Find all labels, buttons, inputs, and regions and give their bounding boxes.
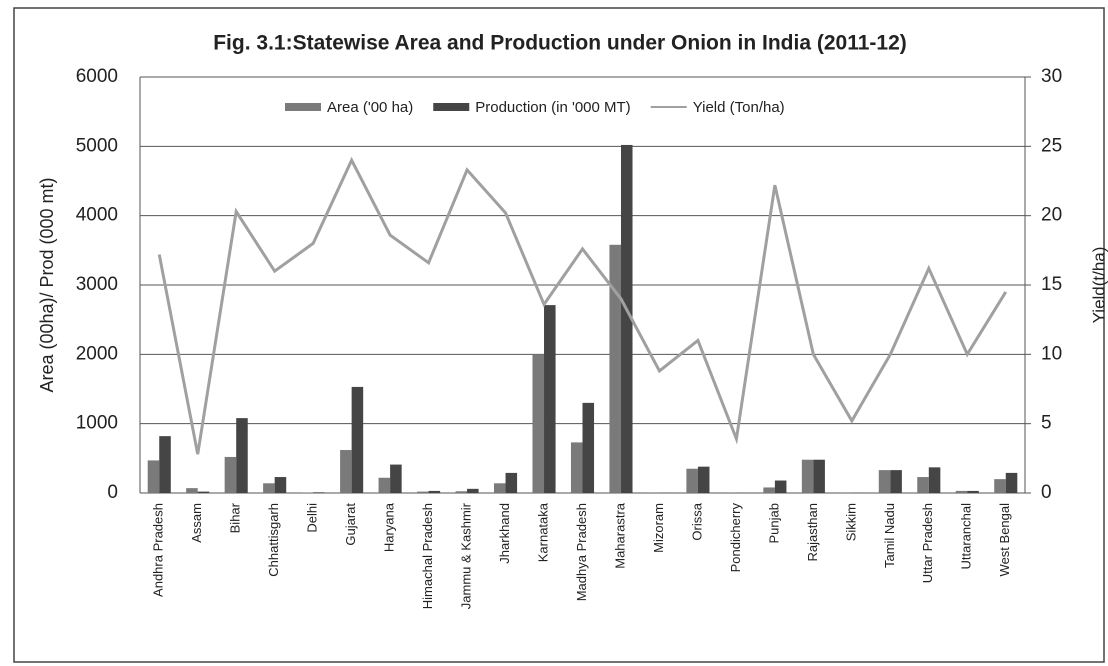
bar bbox=[417, 491, 429, 493]
bar bbox=[928, 467, 941, 493]
bar bbox=[274, 477, 287, 493]
bar bbox=[159, 436, 171, 493]
x-tick-label: Sikkim bbox=[843, 503, 858, 541]
bar bbox=[878, 470, 891, 493]
bar bbox=[340, 450, 352, 493]
y2-tick-label: 10 bbox=[1041, 343, 1062, 364]
x-tick-label: Mizoram bbox=[651, 503, 666, 553]
y2-tick-label: 15 bbox=[1041, 274, 1062, 295]
x-tick-label: Pondicherry bbox=[728, 503, 743, 573]
y-axis-label: Area (00ha)/ Prod (000 mt) bbox=[37, 177, 57, 392]
x-tick-label: Chhattisgarh bbox=[266, 503, 281, 577]
bar bbox=[236, 418, 248, 493]
x-tick-label: Maharastra bbox=[612, 502, 627, 569]
legend-swatch bbox=[285, 103, 321, 111]
legend-label: Yield (Ton/ha) bbox=[693, 99, 785, 116]
bar bbox=[467, 488, 479, 493]
y-tick-label: 4000 bbox=[76, 205, 118, 226]
x-tick-label: Karnataka bbox=[535, 502, 550, 562]
bar bbox=[224, 456, 237, 493]
bar bbox=[813, 459, 825, 493]
bar bbox=[1005, 472, 1018, 493]
y-tick-label: 3000 bbox=[76, 274, 118, 295]
bar bbox=[186, 488, 198, 493]
x-tick-label: Andhra Pradesh bbox=[151, 503, 166, 597]
x-tick-label: Tamil Nadu bbox=[882, 503, 897, 568]
bar bbox=[428, 490, 441, 493]
bar bbox=[505, 472, 518, 493]
x-tick-label: Orissa bbox=[689, 502, 704, 540]
x-tick-label: Delhi bbox=[305, 503, 320, 533]
bar bbox=[390, 464, 402, 493]
y-tick-label: 1000 bbox=[76, 413, 118, 434]
bar bbox=[967, 490, 979, 493]
x-tick-label: Jharkhand bbox=[497, 503, 512, 564]
bar bbox=[494, 483, 506, 493]
bar bbox=[890, 470, 902, 493]
bar bbox=[197, 491, 210, 493]
bar bbox=[455, 491, 468, 493]
y2-tick-label: 5 bbox=[1041, 413, 1052, 434]
bar bbox=[532, 354, 545, 493]
y-tick-label: 0 bbox=[107, 482, 118, 503]
bar bbox=[582, 402, 595, 493]
legend-swatch bbox=[433, 103, 470, 111]
bar bbox=[686, 468, 698, 493]
bar bbox=[263, 483, 275, 493]
y2-tick-label: 0 bbox=[1041, 482, 1052, 503]
y2-axis-label: Yield(t/ha) bbox=[1089, 247, 1108, 324]
chart-border bbox=[13, 7, 1105, 663]
legend-label: Production (in '000 MT) bbox=[475, 99, 630, 116]
bar bbox=[994, 479, 1006, 493]
bar bbox=[917, 477, 929, 493]
x-tick-label: Haryana bbox=[382, 502, 397, 552]
bar bbox=[955, 490, 968, 493]
x-tick-label: Jammu & Kashmir bbox=[459, 502, 474, 609]
bar bbox=[620, 144, 633, 494]
bar bbox=[378, 477, 391, 493]
x-tick-label: Gujarat bbox=[343, 503, 358, 546]
x-tick-label: Bihar bbox=[228, 502, 243, 533]
y2-tick-label: 25 bbox=[1041, 135, 1062, 156]
x-tick-label: West Bengal bbox=[997, 503, 1012, 577]
y2-tick-label: 20 bbox=[1041, 205, 1062, 226]
bar bbox=[801, 459, 814, 493]
bar bbox=[544, 305, 556, 493]
y2-tick-label: 30 bbox=[1041, 66, 1062, 87]
y-tick-label: 5000 bbox=[76, 135, 118, 156]
x-tick-label: Punjab bbox=[766, 503, 781, 543]
bar bbox=[763, 487, 775, 493]
bar bbox=[351, 386, 364, 493]
x-tick-label: Himachal Pradesh bbox=[420, 503, 435, 609]
bar bbox=[697, 466, 710, 493]
x-tick-label: Uttaranchal bbox=[959, 503, 974, 570]
bar bbox=[570, 442, 583, 493]
chart-title: Fig. 3.1:Statewise Area and Production u… bbox=[213, 32, 907, 55]
y-tick-label: 6000 bbox=[76, 66, 118, 87]
bar bbox=[774, 480, 787, 493]
legend-label: Area ('00 ha) bbox=[327, 99, 413, 116]
x-tick-label: Uttar Pradesh bbox=[920, 503, 935, 583]
bar bbox=[147, 460, 160, 493]
bar bbox=[609, 244, 621, 493]
x-tick-label: Madhya Pradesh bbox=[574, 503, 589, 601]
y-tick-label: 2000 bbox=[76, 343, 118, 364]
yield-line bbox=[157, 156, 1008, 455]
bar bbox=[313, 492, 325, 493]
x-tick-label: Rajasthan bbox=[805, 503, 820, 562]
x-tick-label: Assam bbox=[189, 503, 204, 543]
